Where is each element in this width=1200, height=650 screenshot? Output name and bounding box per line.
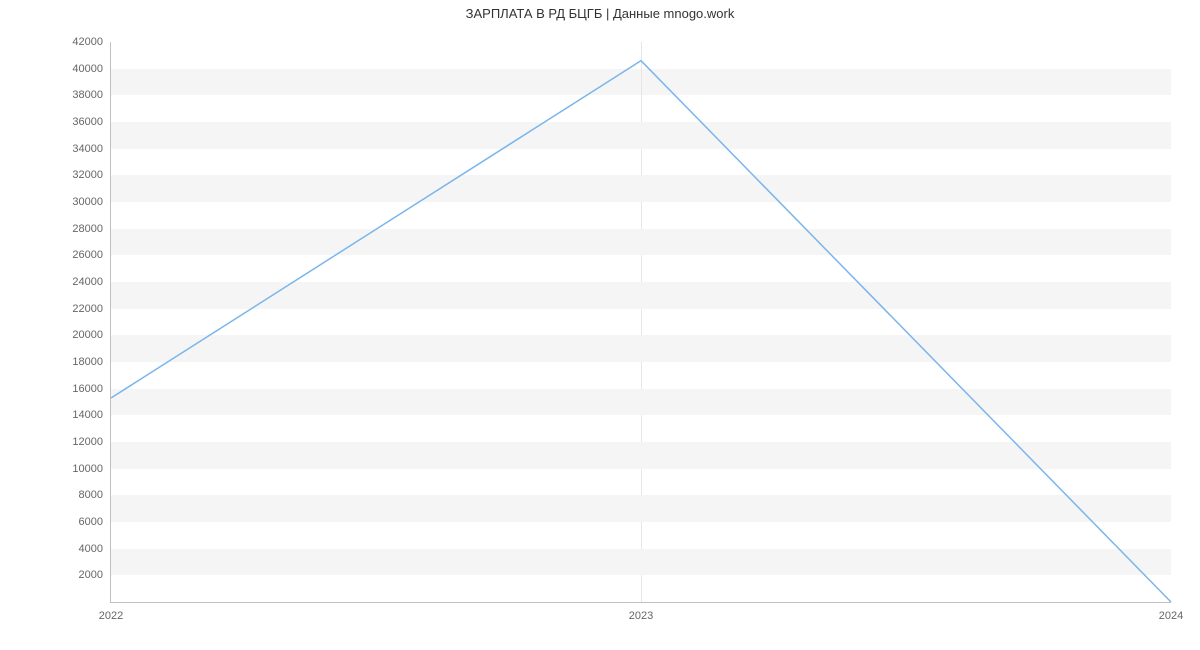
salary-line-chart: ЗАРПЛАТА В РД БЦГБ | Данные mnogo.work 2… bbox=[0, 0, 1200, 650]
y-tick-label: 6000 bbox=[79, 516, 103, 528]
y-tick-label: 24000 bbox=[72, 276, 103, 288]
y-tick-label: 2000 bbox=[79, 569, 103, 581]
chart-title: ЗАРПЛАТА В РД БЦГБ | Данные mnogo.work bbox=[0, 6, 1200, 21]
x-tick-label: 2022 bbox=[99, 610, 123, 622]
y-tick-label: 42000 bbox=[72, 36, 103, 48]
y-tick-label: 40000 bbox=[72, 63, 103, 75]
y-tick-label: 18000 bbox=[72, 356, 103, 368]
plot-area: 2000400060008000100001200014000160001800… bbox=[110, 42, 1171, 603]
y-tick-label: 36000 bbox=[72, 116, 103, 128]
y-tick-label: 38000 bbox=[72, 89, 103, 101]
y-tick-label: 8000 bbox=[79, 489, 103, 501]
y-tick-label: 26000 bbox=[72, 249, 103, 261]
line-series bbox=[111, 42, 1171, 602]
y-tick-label: 20000 bbox=[72, 329, 103, 341]
x-tick-label: 2024 bbox=[1159, 610, 1183, 622]
y-tick-label: 22000 bbox=[72, 303, 103, 315]
y-tick-label: 16000 bbox=[72, 383, 103, 395]
y-tick-label: 4000 bbox=[79, 543, 103, 555]
y-tick-label: 28000 bbox=[72, 223, 103, 235]
y-tick-label: 30000 bbox=[72, 196, 103, 208]
y-tick-label: 12000 bbox=[72, 436, 103, 448]
y-tick-label: 14000 bbox=[72, 409, 103, 421]
y-tick-label: 10000 bbox=[72, 463, 103, 475]
y-tick-label: 32000 bbox=[72, 169, 103, 181]
y-tick-label: 34000 bbox=[72, 143, 103, 155]
x-tick-label: 2023 bbox=[629, 610, 653, 622]
